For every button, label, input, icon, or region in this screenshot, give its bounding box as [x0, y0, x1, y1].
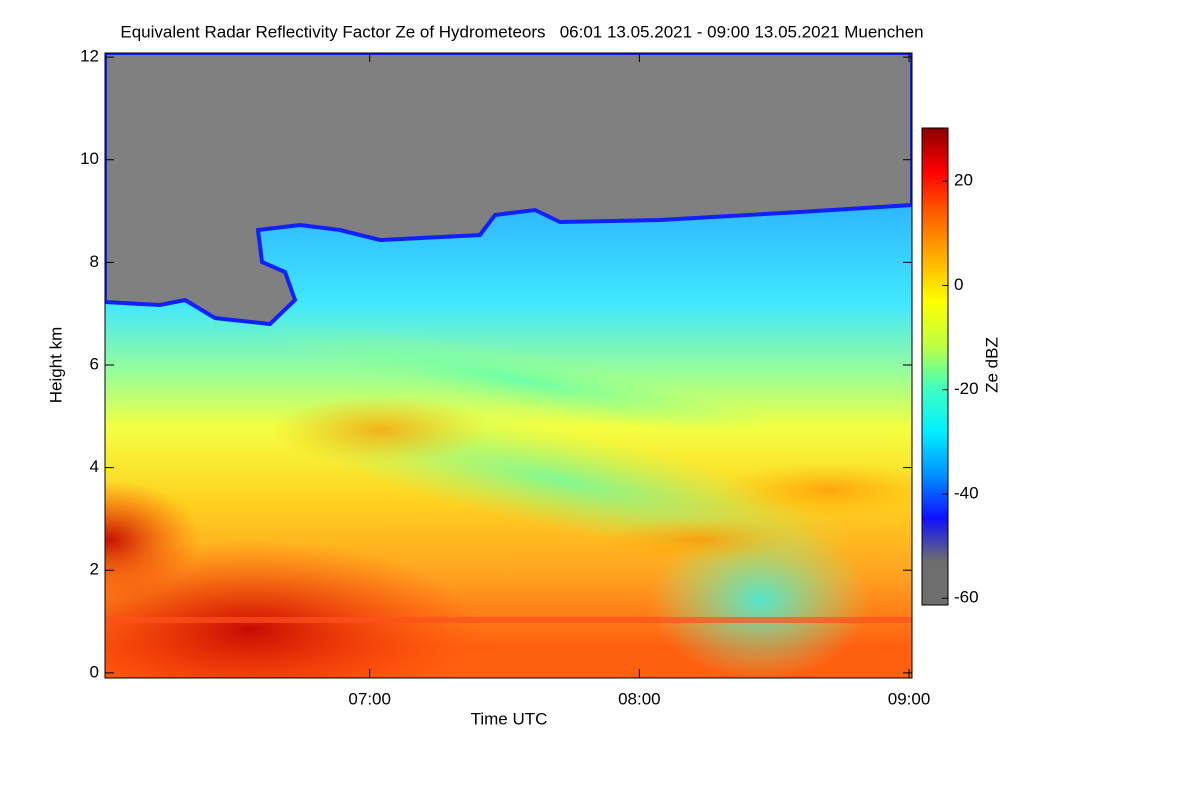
- x-axis-label: Time UTC: [471, 709, 548, 728]
- chart-title: Equivalent Radar Reflectivity Factor Ze …: [120, 22, 923, 41]
- x-tick-label: 07:00: [348, 689, 391, 708]
- colorbar-label: Ze dBZ: [982, 337, 1001, 393]
- y-tick-label: 6: [90, 354, 99, 373]
- y-tick-label: 12: [80, 47, 99, 66]
- x-tick-label: 08:00: [618, 689, 661, 708]
- y-tick-label: 8: [90, 252, 99, 271]
- colorbar-scale: [921, 127, 949, 606]
- colorbar-tick-label: -60: [954, 588, 979, 607]
- x-tick-label: 09:00: [888, 689, 931, 708]
- colorbar-tick-label: -20: [954, 379, 979, 398]
- colorbar-tick-label: 0: [954, 275, 963, 294]
- y-tick-label: 2: [90, 560, 99, 579]
- plot-frame: [104, 52, 913, 679]
- colorbar-tick-label: -40: [954, 483, 979, 502]
- y-tick-label: 4: [90, 457, 99, 476]
- y-tick-label: 10: [80, 149, 99, 168]
- y-tick-label: 0: [90, 662, 99, 681]
- heatmap: [105, 53, 912, 678]
- y-axis-label: Height km: [46, 327, 65, 404]
- colorbar-tick-label: 20: [954, 171, 973, 190]
- colorbar: -60 -40 -20 0 20: [921, 127, 979, 607]
